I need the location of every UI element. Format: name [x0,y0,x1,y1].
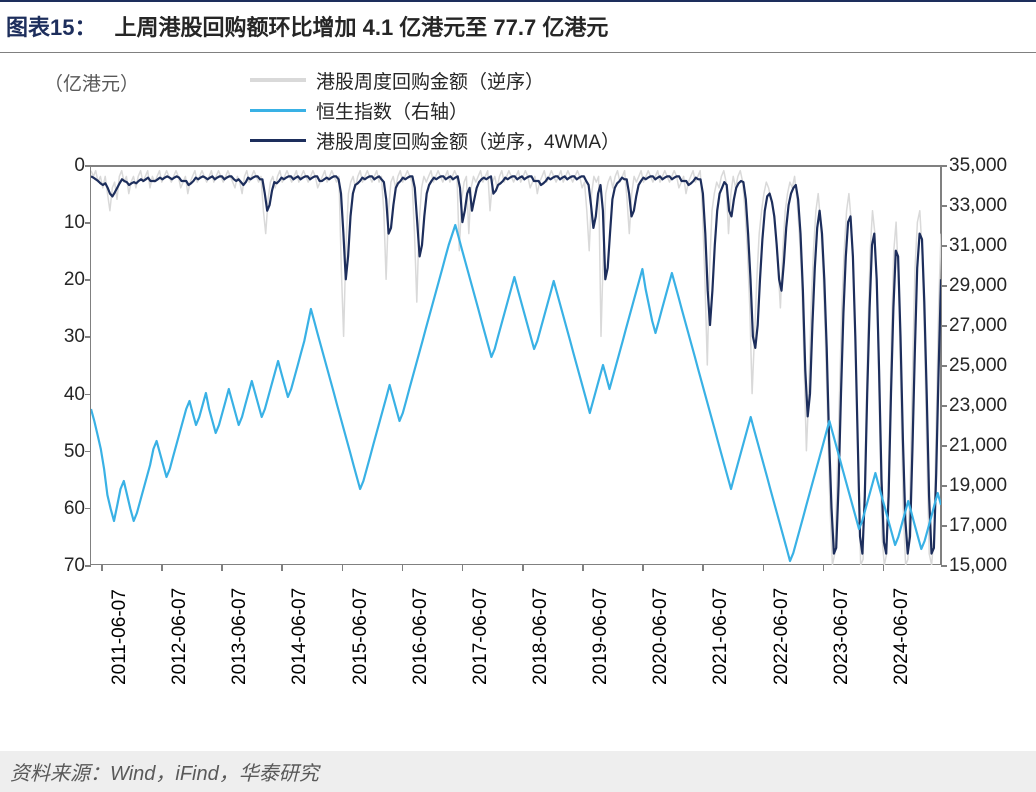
legend-item: 港股周度回购金额（逆序） [250,65,620,95]
xtick-label: 2011-06-07 [109,589,131,685]
plot-region: 010203040506070 15,00017,00019,00021,000… [90,165,940,565]
ytick-left: 60 [45,498,85,520]
ytick-left: 30 [45,326,85,348]
legend-label: 港股周度回购金额（逆序） [316,67,544,94]
xtick-label: 2023-06-07 [831,588,853,685]
ytick-left: 20 [45,269,85,291]
ytick-right: 21,000 [949,435,1029,457]
ytick-right: 19,000 [949,475,1029,497]
legend-item: 港股周度回购金额（逆序，4WMA） [250,125,620,155]
legend-label: 恒生指数（右轴） [316,97,468,124]
series-line [91,176,941,553]
xtick-label: 2015-06-07 [350,588,372,685]
ytick-right: 23,000 [949,395,1029,417]
legend-swatch [250,139,306,142]
ytick-right: 27,000 [949,315,1029,337]
ytick-left: 70 [45,555,85,577]
chart-area: （亿港元） 港股周度回购金额（逆序） 恒生指数（右轴） 港股周度回购金额（逆序，… [20,65,1016,705]
legend-label: 港股周度回购金额（逆序，4WMA） [316,127,620,154]
xtick-label: 2012-06-07 [169,588,191,685]
xtick-label: 2014-06-07 [289,588,311,685]
ytick-right: 25,000 [949,355,1029,377]
plot-svg [91,165,941,565]
chart-title: 上周港股回购额环比增加 4.1 亿港元至 77.7 亿港元 [114,10,608,42]
xtick-label: 2021-06-07 [710,588,732,685]
xtick-label: 2017-06-07 [470,588,492,685]
xtick-label: 2024-06-07 [891,588,913,685]
ytick-right: 33,000 [949,195,1029,217]
ytick-right: 31,000 [949,235,1029,257]
xtick-label: 2013-06-07 [229,588,251,685]
xtick-label: 2016-06-07 [410,588,432,685]
xtick-label: 2020-06-07 [650,588,672,685]
xtick-label: 2019-06-07 [590,588,612,685]
legend-item: 恒生指数（右轴） [250,95,620,125]
ytick-right: 15,000 [949,555,1029,577]
xtick-label: 2018-06-07 [530,588,552,685]
source-citation: 资料来源：Wind，iFind，华泰研究 [0,751,1036,792]
xtick-label: 2022-06-07 [771,588,793,685]
ytick-right: 35,000 [949,155,1029,177]
ytick-left: 10 [45,212,85,234]
legend-swatch [250,78,306,82]
y-axis-unit: （亿港元） [44,69,139,96]
ytick-right: 29,000 [949,275,1029,297]
legend-swatch [250,109,306,112]
ytick-left: 50 [45,441,85,463]
series-line [91,171,941,565]
ytick-right: 17,000 [949,515,1029,537]
legend: 港股周度回购金额（逆序） 恒生指数（右轴） 港股周度回购金额（逆序，4WMA） [250,65,620,155]
ytick-left: 0 [45,155,85,177]
ytick-left: 40 [45,384,85,406]
chart-number: 图表15： [6,10,96,42]
